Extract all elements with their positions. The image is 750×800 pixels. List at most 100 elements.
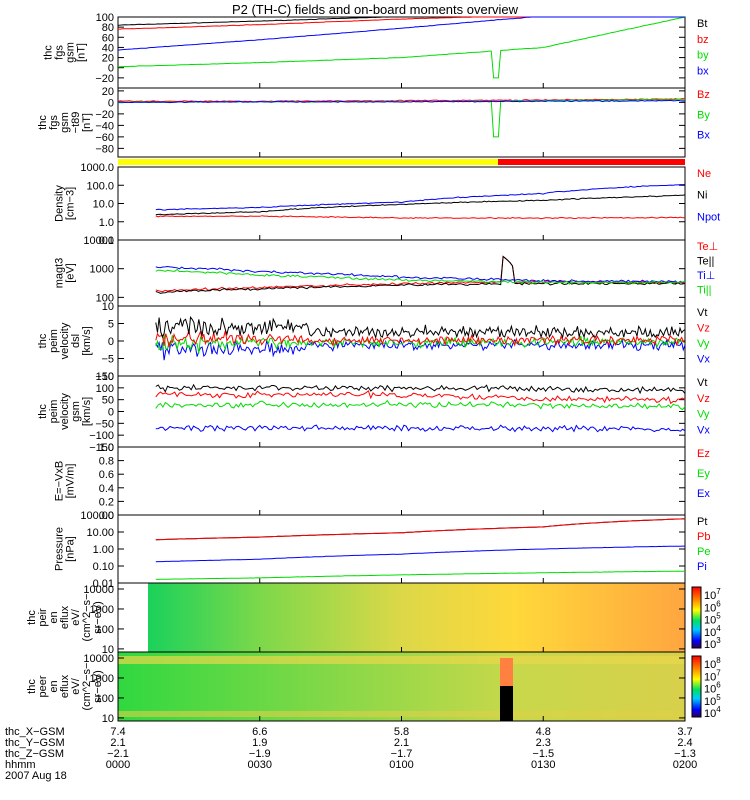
y-axis-label: thc xyxy=(43,45,55,60)
panel-efield: 1.0 0.80.6 0.40.2 0.0 E=−VxB [mV/m] Ez Ey Ex xyxy=(54,442,711,522)
legend-entry: Bx xyxy=(697,130,710,142)
y-axis-label: sr−eV) xyxy=(92,670,104,703)
y-axis-label: E=−VxB xyxy=(54,461,66,501)
footer-value: 3.7 xyxy=(677,726,693,738)
panel-pressure: 100.00 10.00 1.00 0.10 0.01 Pressure [nPa] Pt Pb… xyxy=(54,510,711,590)
quality-flag-bar xyxy=(118,159,685,165)
y-tick-label: −60 xyxy=(95,132,114,144)
series-pressure-Pi xyxy=(155,545,685,563)
y-tick-label: 0.01 xyxy=(93,578,114,590)
footer-value: 0130 xyxy=(531,759,556,771)
electron-band-low xyxy=(118,711,685,717)
y-tick-label: 100 xyxy=(96,292,114,304)
y-axis-label: en xyxy=(48,680,60,692)
y-tick-label: 40 xyxy=(102,42,114,54)
y-tick-label: 60 xyxy=(102,32,114,44)
colorbar-tick: 104 xyxy=(704,705,721,720)
y-axis-label: eflux xyxy=(59,674,71,698)
legend-entry: bx xyxy=(697,65,709,77)
y-axis-label: (cm^2−s− xyxy=(81,663,93,711)
footer-row: thc_X−GSM 7.4 6.6 5.8 4.8 3.7 xyxy=(5,727,693,738)
y-tick-label: 0 xyxy=(108,407,114,419)
y-axis-label: [eV] xyxy=(65,263,77,283)
series-temp-Ti⊥ xyxy=(155,265,686,284)
panel-ion_spec: 10000 1000 100 10 thc peir en eflux eV/(cm^2−s− s… xyxy=(26,582,721,656)
footer-value: 6.6 xyxy=(252,726,268,738)
y-axis-label: −t89 xyxy=(70,112,82,134)
colorbar-exp: 6 xyxy=(716,681,721,690)
y-axis-label: gsm xyxy=(65,42,77,63)
legend-entry: Ne xyxy=(697,168,711,180)
y-tick-label: 100.0 xyxy=(86,180,114,192)
legend-entry: Bz xyxy=(697,89,710,101)
legend-entry: Vx xyxy=(697,424,710,436)
y-axis-label: Pressure xyxy=(54,527,66,571)
y-axis-label: thc xyxy=(26,610,38,625)
y-axis-label: velocity xyxy=(59,322,71,359)
y-tick-label: −100 xyxy=(89,430,114,442)
y-axis-label: sr−eV) xyxy=(92,601,104,634)
series-vel_gsm-Vx xyxy=(155,424,686,433)
y-tick-label: 100 xyxy=(96,693,114,705)
footer-value: 7.4 xyxy=(110,726,126,738)
legend-entry: Vz xyxy=(697,323,710,335)
y-tick-label: 0 xyxy=(108,63,114,75)
legend-entry: Pt xyxy=(697,516,707,528)
y-axis-label: [mV/m] xyxy=(65,464,77,499)
legend-entry: Bt xyxy=(697,18,707,30)
legend-entry: Pi xyxy=(697,561,707,573)
y-axis-label: peer xyxy=(37,675,49,697)
y-axis-label: [nPa] xyxy=(65,536,77,562)
footer-value: 0200 xyxy=(672,759,698,771)
series-fgs-bx xyxy=(117,16,685,51)
series-fgs-Bt xyxy=(117,16,685,26)
legend-entry: Ni xyxy=(697,190,707,202)
y-axis-label: dsl xyxy=(70,334,82,348)
legend-entry: Te⊥ xyxy=(697,241,718,253)
colorbar-exp: 7 xyxy=(716,668,721,677)
legend-entry: Te|| xyxy=(697,256,714,268)
series-density-Ni xyxy=(155,194,686,216)
series-fgs_t89-By xyxy=(117,98,686,138)
y-axis-label: Density xyxy=(54,185,66,222)
series-vel_dsl-Vz xyxy=(155,328,686,349)
colorbar-exp: 4 xyxy=(716,705,721,714)
y-tick-label: 1000 xyxy=(90,264,114,276)
chart-title: P2 (TH-C) fields and on-board moments ov… xyxy=(231,2,519,17)
series-vel_dsl-Vt xyxy=(155,315,686,340)
legend-entry: Ti|| xyxy=(697,285,711,297)
y-axis-label: (cm^2−s− xyxy=(81,594,93,642)
footer-row-label: hhmm xyxy=(5,759,36,771)
electron-burst xyxy=(500,658,513,686)
y-tick-label: 10.0 xyxy=(93,199,114,211)
legend-entry: Ez xyxy=(697,448,710,460)
y-tick-label: 20 xyxy=(102,53,114,65)
y-axis-label: gsm xyxy=(59,112,71,133)
legend-entry: Vy xyxy=(697,338,710,350)
series-fgs-by xyxy=(117,16,686,79)
orbit-footer: thc_X−GSM 7.4 6.6 5.8 4.8 3.7 thc_Y−GSM 2.1 1.9 2… xyxy=(5,727,697,782)
y-tick-label: 150 xyxy=(96,371,114,383)
footer-value: 0100 xyxy=(389,759,414,771)
footer-row: thc_Y−GSM 2.1 1.9 2.1 2.3 2.4 xyxy=(5,738,693,749)
panel-temp: 10000 1000 100 magt3 [eV] Te⊥ Te|| Ti⊥ Ti|| xyxy=(54,235,718,307)
y-tick-label: 10000 xyxy=(83,235,114,247)
footer-row-label: thc_Z−GSM xyxy=(5,748,64,760)
y-tick-label: 0.1 xyxy=(99,235,114,247)
y-tick-label: 100.00 xyxy=(80,510,114,522)
colorbar-exp: 5 xyxy=(716,612,721,621)
y-axis-label: thc xyxy=(37,333,49,348)
series-temp-Te|| xyxy=(155,255,686,294)
y-tick-label: 1000 xyxy=(90,673,114,685)
panel-frame xyxy=(117,514,686,584)
electron-band-high xyxy=(118,656,685,664)
y-tick-label: 1.0 xyxy=(99,442,114,454)
y-tick-label: 1.00 xyxy=(93,544,114,556)
y-tick-label: 80 xyxy=(102,22,114,34)
y-axis-label: peim xyxy=(48,400,60,424)
legend-entry: Ti⊥ xyxy=(697,270,715,282)
colorbar-exp: 3 xyxy=(716,636,721,645)
y-axis-label: thc xyxy=(26,679,38,694)
footer-value: −1.7 xyxy=(390,748,413,760)
legend-entry: bz xyxy=(697,34,709,46)
